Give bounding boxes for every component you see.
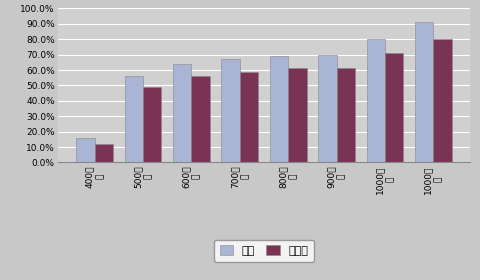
Bar: [143, 87, 161, 162]
Bar: [221, 59, 240, 162]
Bar: [336, 68, 355, 162]
Bar: [288, 69, 307, 162]
Bar: [415, 22, 433, 162]
Bar: [192, 76, 210, 162]
Bar: [385, 53, 403, 162]
Bar: [240, 72, 258, 162]
Bar: [95, 144, 113, 162]
Bar: [270, 56, 288, 162]
Bar: [318, 55, 336, 162]
Bar: [173, 64, 192, 162]
Bar: [433, 39, 452, 162]
Legend: 全国, 静岡県: 全国, 静岡県: [214, 240, 314, 262]
Bar: [367, 39, 385, 162]
Bar: [125, 76, 143, 162]
Bar: [76, 138, 95, 162]
